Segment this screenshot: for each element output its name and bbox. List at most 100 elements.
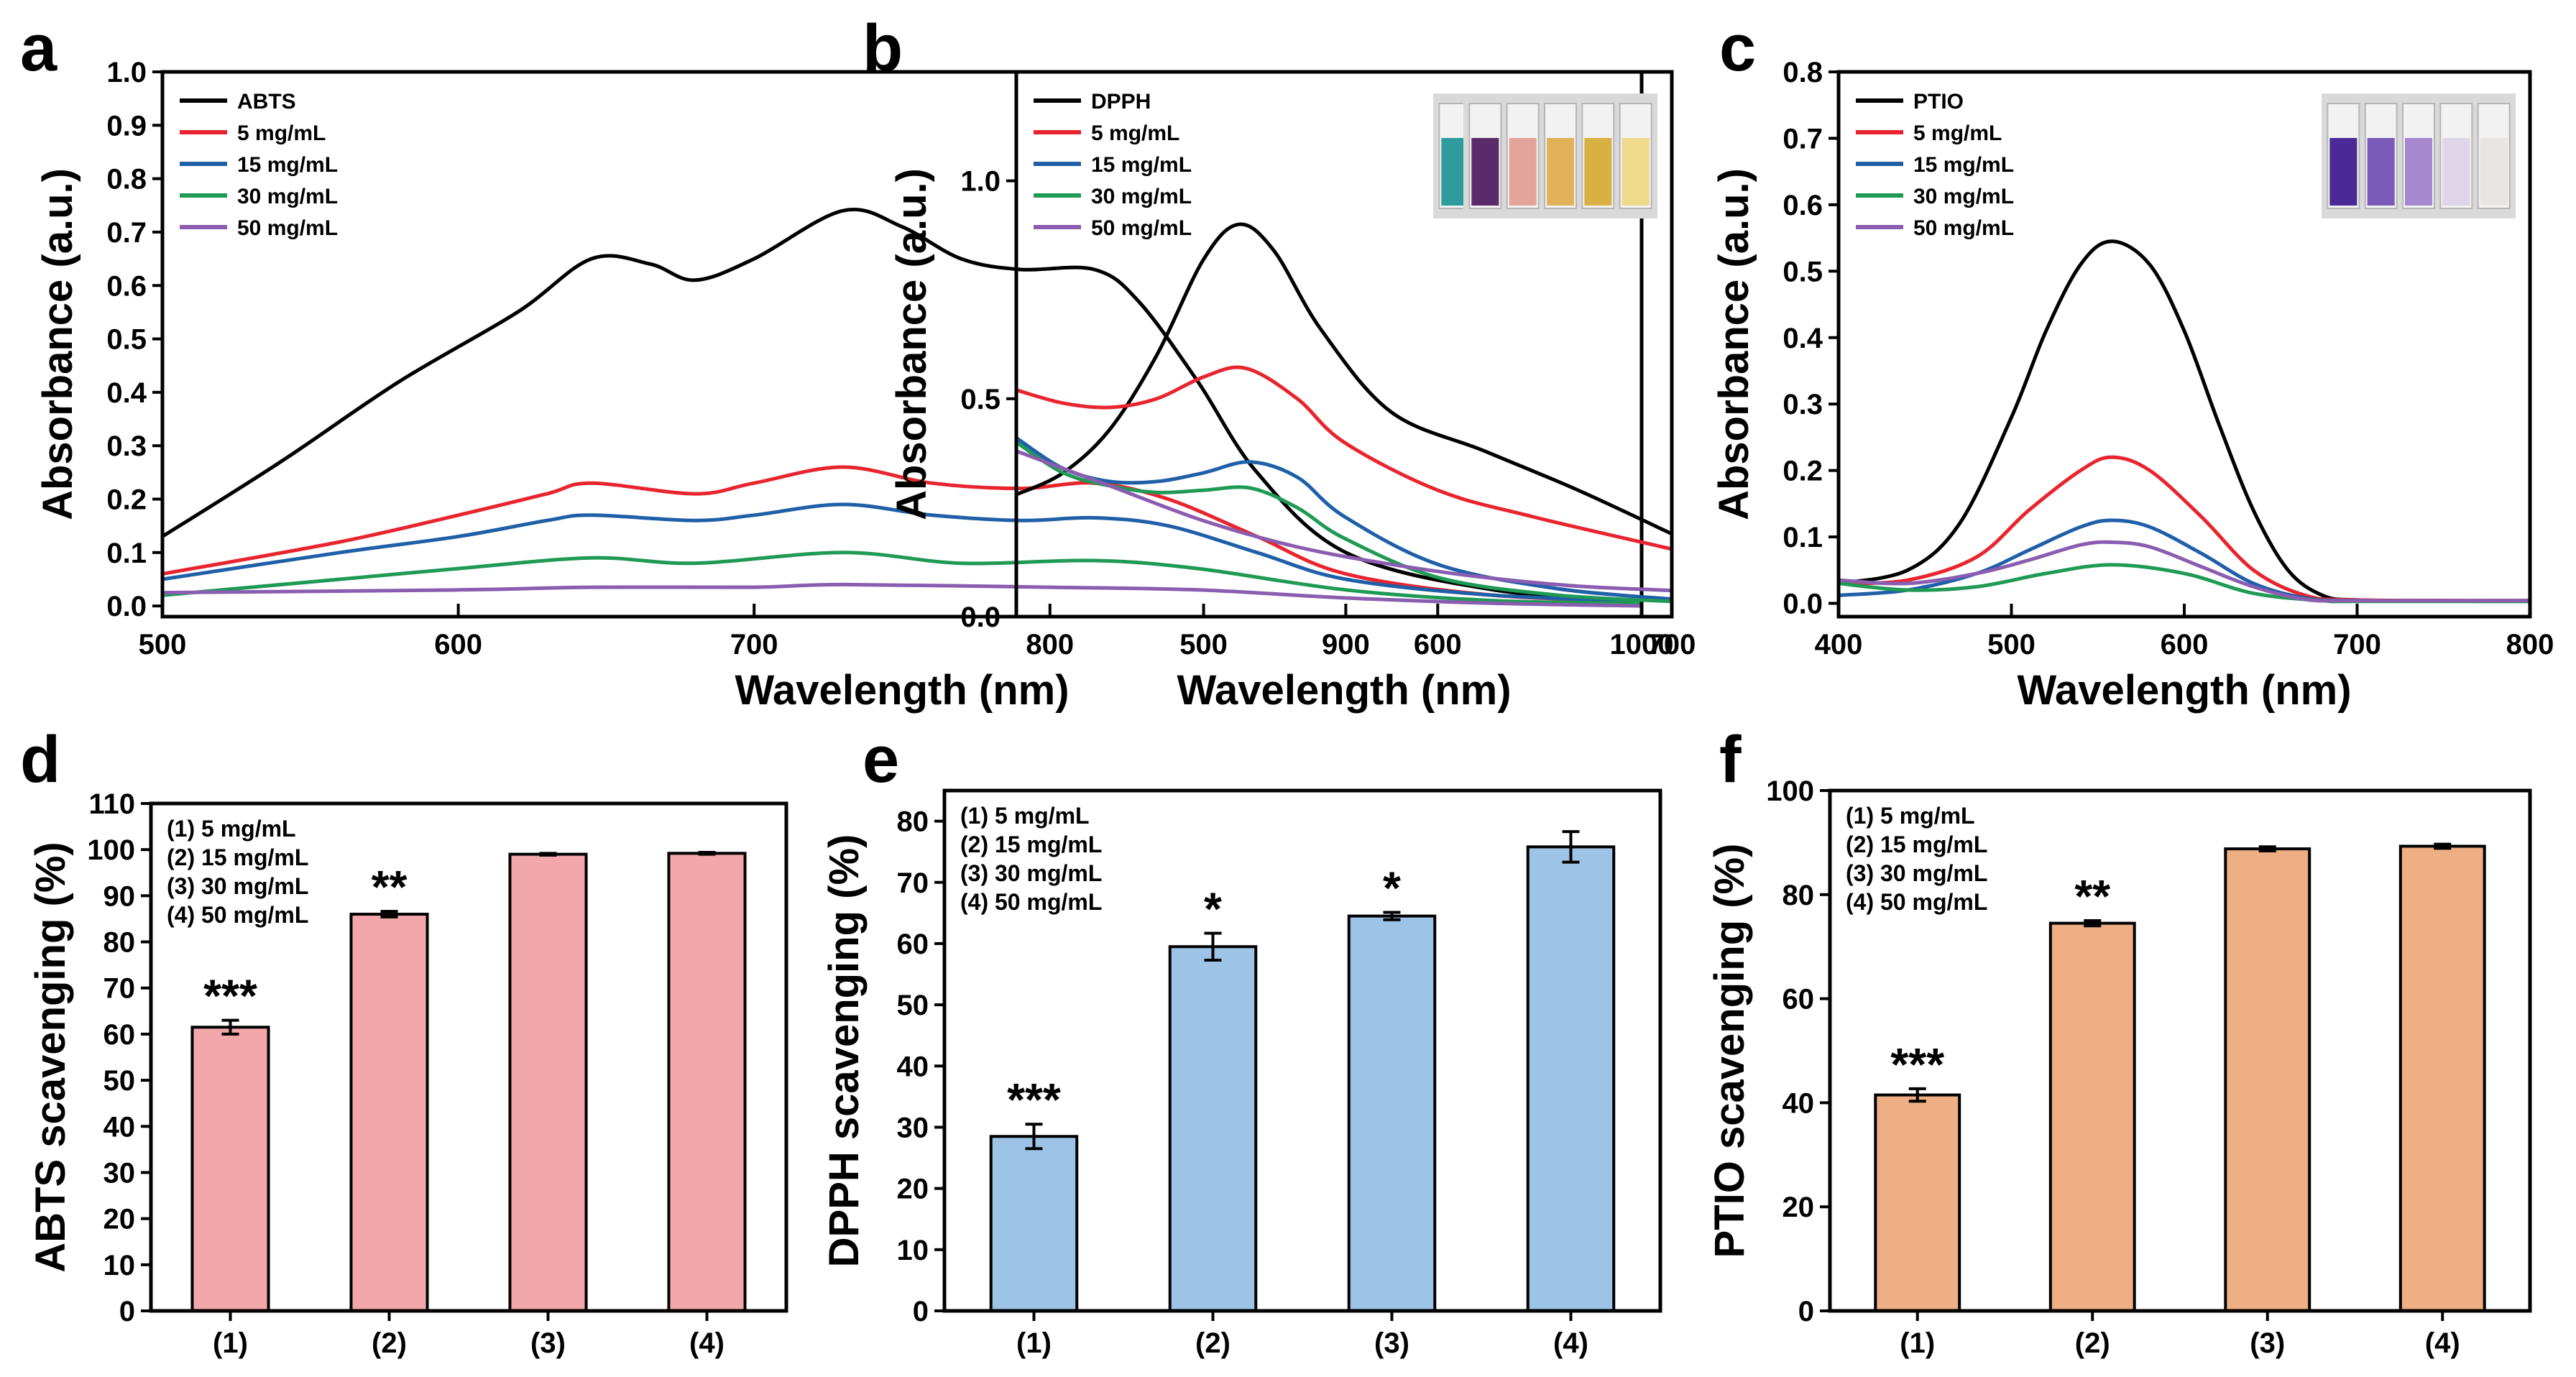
y-tick-label: 80 [1782,880,1815,911]
y-tick-label: 0.6 [1782,190,1823,221]
x-tick-label: 600 [434,629,482,660]
legend-label: (4) 50 mg/mL [1846,889,1987,915]
y-axis-title: Absorbance (a.u.) [888,168,935,520]
legend-label: (2) 15 mg/mL [960,832,1102,857]
y-tick-label: 70 [104,973,136,1005]
legend-label: 15 mg/mL [237,153,338,177]
y-tick-label: 0.3 [1782,389,1823,420]
y-tick-label: 10 [897,1235,929,1266]
y-tick-label: 100 [87,834,135,866]
legend-label: 15 mg/mL [1913,153,2014,177]
plot-frame [1836,70,2532,619]
legend-label: (4) 50 mg/mL [960,889,1102,915]
legend-label: (1) 5 mg/mL [167,816,296,842]
plot-frame [160,70,1644,619]
legend: (1) 5 mg/mL (2) 15 mg/mL (3) 30 mg/mL (4) 5… [960,803,1102,915]
x-tick-label: 700 [1648,629,1696,660]
inset-photo [1463,93,1657,218]
legend: (1) 5 mg/mL (2) 15 mg/mL (3) 30 mg/mL (4) 5… [1846,803,1987,915]
x-tick-label: (2) [372,1327,407,1359]
y-tick-label: 80 [897,806,929,838]
y-tick-label: 30 [897,1112,929,1143]
panel-c: c PTIO 5 mg/mL 15 mg/mL 30 mg/mL 50 mg/mL 400 5… [1711,11,2554,714]
panel-label: c [1719,11,1756,85]
y-tick-label: 0.4 [1782,323,1823,354]
y-tick-label: 0.3 [106,430,147,462]
x-tick-label: 500 [139,629,187,660]
x-tick-label: 800 [1026,629,1074,660]
y-tick-label: 100 [1766,775,1814,807]
y-tick-label: 80 [104,927,136,959]
x-tick-label: 1000 [1610,629,1674,660]
y-tick-label: 0.2 [106,484,147,516]
x-tick-label: (4) [2425,1327,2460,1359]
bar-3 [2224,847,2312,1312]
y-tick-label: 0.0 [1782,589,1823,620]
series-line-1 [162,465,1642,603]
plot-frame [1828,788,2532,1313]
cuvette-liquid [1547,138,1574,206]
y-tick-label: 60 [1782,984,1815,1016]
x-tick-label: (2) [2075,1327,2110,1359]
y-tick-label: 0.8 [1782,57,1823,88]
series-line-3 [162,551,1642,605]
y-tick-label: 40 [897,1051,929,1082]
legend-label: 30 mg/mL [237,185,338,208]
significance-marker: ** [2074,870,2110,922]
panel-b: b DPPH 5 mg/mL 15 mg/mL 30 mg/mL 50 mg/mL 500 6… [862,11,1696,714]
x-tick-label: 900 [1322,629,1370,660]
y-tick-label: 0.1 [106,538,147,569]
y-axis-title: PTIO scavenging (%) [1706,844,1753,1258]
series-line-0 [1838,239,2531,603]
series-line-4 [162,582,1642,608]
bar-1 [190,1026,270,1313]
x-axis-title: Wavelength (nm) [735,667,1069,714]
y-tick-label: 0.4 [106,377,147,409]
plot-frame [149,801,788,1313]
legend-label: 15 mg/mL [1091,153,1192,177]
y-axis-title: Absorbance (a.u.) [34,168,81,520]
legend-label: (4) 50 mg/mL [167,902,308,928]
cuvette-liquid [1471,138,1499,206]
bar-2 [2048,921,2136,1312]
legend-label: (2) 15 mg/mL [167,844,308,870]
y-axis-title: DPPH scavenging (%) [821,834,868,1268]
x-tick-label: (1) [213,1327,248,1359]
significance-marker: * [1204,883,1222,934]
panel-label: b [862,11,903,85]
panel-label: f [1719,723,1742,796]
x-tick-label: 400 [1815,629,1863,660]
legend-label: (1) 5 mg/mL [960,803,1090,829]
y-tick-label: 110 [88,788,135,820]
bar-1 [989,1135,1079,1313]
x-tick-label: (3) [1374,1327,1409,1359]
series-line-4 [1016,449,1673,593]
x-tick-label: 700 [2333,629,2381,660]
legend: ABTS 5 mg/mL 15 mg/mL 30 mg/mL 50 mg/mL [180,90,338,240]
significance-marker: *** [1890,1038,1944,1090]
y-tick-label: 10 [104,1250,136,1281]
cuvette-liquid [2480,138,2508,206]
panel-e: e *** (1) * (2) * (3) (4) (1) 5 mg/mL (2) 15 mg/m… [821,723,1662,1359]
y-tick-label: 0.9 [106,110,147,142]
plot-frame [942,788,1662,1313]
inset-photo [2322,93,2516,218]
y-tick-label: 50 [104,1065,136,1097]
cuvette-liquid [2367,138,2395,206]
bar-2 [1168,945,1258,1312]
legend-label: DPPH [1091,90,1151,114]
y-tick-label: 0 [119,1296,135,1327]
x-tick-label: (2) [1195,1327,1230,1359]
cuvette-liquid [2442,138,2470,206]
series-line-2 [162,502,1642,603]
legend-label: 30 mg/mL [1913,185,2014,208]
legend-label: 50 mg/mL [1913,216,2014,240]
x-tick-label: (3) [2250,1327,2285,1359]
series-line-0 [1015,222,1673,536]
legend: PTIO 5 mg/mL 15 mg/mL 30 mg/mL 50 mg/mL [1856,90,2014,240]
significance-marker: *** [203,970,257,1022]
y-tick-label: 1.0 [960,166,1000,198]
y-tick-label: 0.0 [106,591,147,622]
x-tick-label: (1) [1016,1327,1052,1359]
